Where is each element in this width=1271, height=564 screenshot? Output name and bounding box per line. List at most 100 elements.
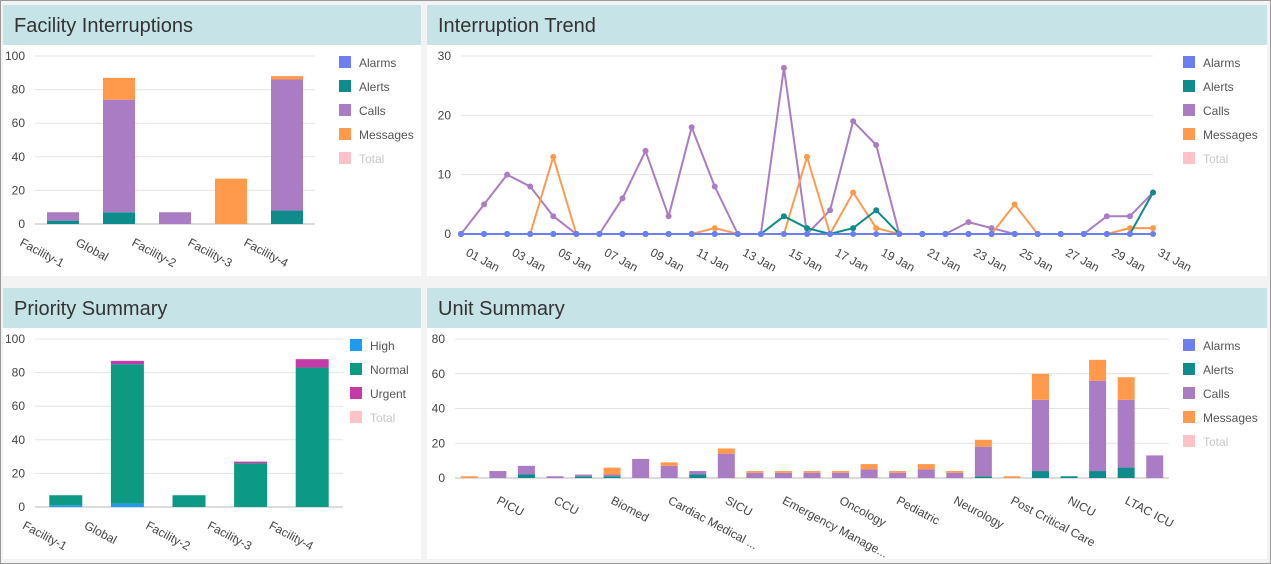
bar-messages xyxy=(1117,377,1135,400)
x-tick-label: Facility-3 xyxy=(186,235,235,270)
x-tick-label: 21 Jan xyxy=(925,245,963,274)
point-calls xyxy=(827,207,834,214)
y-tick-label: 100 xyxy=(5,49,25,63)
x-tick-label: SICU xyxy=(723,493,755,519)
point-alerts xyxy=(804,225,810,232)
bar-calls xyxy=(47,212,79,221)
legend-label-total: Total xyxy=(1203,435,1228,449)
legend-label-alerts: Alerts xyxy=(1203,363,1234,377)
legend-label-alarms: Alarms xyxy=(1203,56,1240,70)
legend-swatch-calls xyxy=(1183,387,1195,399)
legend-swatch-calls xyxy=(1183,104,1195,116)
bar-messages xyxy=(215,178,247,224)
bar-alerts xyxy=(47,220,79,224)
bar-messages xyxy=(746,471,764,473)
y-tick-label: 0 xyxy=(444,227,451,241)
x-tick-label: 05 Jan xyxy=(556,245,594,274)
bar-messages xyxy=(917,464,935,470)
panel-title: Unit Summary xyxy=(438,298,565,320)
bar-alerts xyxy=(1117,467,1135,478)
bar-normal xyxy=(234,463,268,507)
point-calls xyxy=(780,64,787,71)
panel-title: Priority Summary xyxy=(14,298,168,320)
y-tick-label: 0 xyxy=(18,500,25,514)
point-alarms xyxy=(1057,231,1064,237)
panel-header: Interruption Trend xyxy=(427,5,1267,45)
y-tick-label: 60 xyxy=(432,367,446,381)
point-messages xyxy=(550,153,557,160)
bar-calls xyxy=(774,472,792,478)
y-tick-label: 30 xyxy=(438,49,452,63)
point-alerts xyxy=(850,225,857,232)
point-calls xyxy=(711,183,718,190)
legend-label-calls: Calls xyxy=(359,104,386,118)
line-calls xyxy=(460,66,1154,235)
point-calls xyxy=(527,183,534,190)
bar-calls xyxy=(159,212,191,224)
point-calls xyxy=(504,171,511,178)
point-calls xyxy=(550,213,557,220)
bar-calls xyxy=(1146,455,1164,478)
x-tick-label: PICU xyxy=(494,493,526,519)
bar-messages xyxy=(1031,373,1049,400)
y-tick-label: 20 xyxy=(438,108,452,122)
bar-alerts xyxy=(603,476,621,478)
legend-swatch-alerts xyxy=(339,80,351,92)
y-tick-label: 40 xyxy=(12,150,26,164)
x-tick-label: 07 Jan xyxy=(602,245,640,274)
legend-swatch-alarms xyxy=(339,56,351,68)
bar-calls xyxy=(575,474,593,477)
legend-label-alerts: Alerts xyxy=(359,80,390,94)
x-tick-label: 09 Jan xyxy=(648,245,686,274)
legend-swatch-messages xyxy=(1183,411,1195,423)
legend-label-calls: Calls xyxy=(1203,104,1230,118)
point-alarms xyxy=(942,231,949,237)
point-messages xyxy=(804,153,810,160)
legend-swatch-total xyxy=(1183,435,1195,447)
bar-alerts xyxy=(517,474,535,478)
legend-label-total: Total xyxy=(370,411,395,425)
bar-alerts xyxy=(271,210,303,224)
bar-messages xyxy=(603,467,621,475)
x-tick-label: 31 Jan xyxy=(1156,245,1194,274)
bar-calls xyxy=(803,472,821,478)
bar-alerts xyxy=(1031,471,1049,478)
x-tick-label: 25 Jan xyxy=(1017,245,1055,274)
point-calls xyxy=(665,213,672,220)
bar-messages xyxy=(271,76,303,80)
x-tick-label: LTAC ICU xyxy=(1123,493,1176,530)
point-alarms xyxy=(988,231,995,237)
point-alerts xyxy=(873,207,880,214)
x-tick-label: Facility-2 xyxy=(130,235,179,270)
point-alarms xyxy=(1034,231,1041,237)
point-alarms xyxy=(1103,231,1110,237)
x-tick-label: NICU xyxy=(1066,493,1098,519)
x-tick-label: Facility-1 xyxy=(20,518,69,553)
point-alarms xyxy=(873,231,880,237)
point-alarms xyxy=(1080,231,1087,237)
x-tick-label: Global xyxy=(82,518,119,547)
legend-swatch-high xyxy=(350,339,362,351)
bar-high xyxy=(110,503,144,507)
bar-calls xyxy=(860,469,878,478)
x-tick-label: Global xyxy=(74,235,111,264)
bar-calls xyxy=(489,471,507,478)
legend-swatch-calls xyxy=(339,104,351,116)
bar-messages xyxy=(1089,359,1107,381)
point-messages xyxy=(711,225,718,232)
bar-messages xyxy=(860,464,878,470)
bar-messages xyxy=(1003,476,1021,478)
bar-normal xyxy=(295,367,329,507)
point-alarms xyxy=(481,231,488,237)
point-messages xyxy=(1150,225,1156,232)
legend-swatch-total xyxy=(350,411,362,423)
bar-messages xyxy=(889,471,907,473)
point-calls xyxy=(873,142,880,148)
facility-interruptions-panel: Facility Interruptions 0 20 40 60 80 100 Facil… xyxy=(3,5,421,276)
legend-swatch-messages xyxy=(1183,128,1195,140)
point-alarms xyxy=(919,231,926,237)
y-tick-label: 80 xyxy=(12,83,26,97)
panel-title: Interruption Trend xyxy=(438,15,596,37)
